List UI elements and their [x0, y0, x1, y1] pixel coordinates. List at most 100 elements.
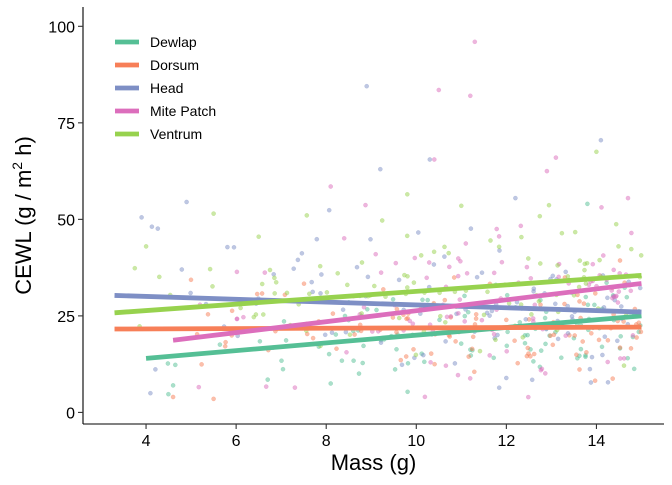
data-point — [301, 281, 307, 287]
data-point — [578, 346, 584, 352]
data-point — [378, 270, 384, 275]
data-point — [479, 317, 485, 323]
data-point — [393, 260, 399, 266]
data-point — [499, 259, 505, 265]
data-point — [528, 353, 533, 359]
data-point — [153, 367, 158, 372]
data-point — [525, 256, 531, 261]
data-point — [398, 357, 404, 363]
data-point — [412, 255, 418, 261]
data-point — [318, 291, 323, 296]
data-point — [222, 343, 228, 349]
data-point — [334, 346, 339, 352]
data-point — [474, 274, 480, 280]
axes: 4 6 8 10 12 14 0 25 50 75 100 Mass (g) CEWL (g / m2 … — [9, 7, 664, 475]
data-point — [272, 275, 277, 281]
data-point — [599, 205, 604, 210]
data-point — [529, 377, 535, 383]
data-point — [467, 376, 473, 381]
data-point — [537, 213, 543, 219]
data-point — [592, 302, 597, 308]
data-point — [485, 289, 490, 295]
legend-label: Mite Patch — [150, 103, 216, 119]
data-point — [531, 289, 536, 294]
data-point — [522, 340, 528, 346]
data-point — [436, 87, 442, 93]
data-point — [265, 377, 271, 382]
y-axis-title-part: CEWL (g / m — [11, 170, 36, 295]
data-point — [451, 275, 457, 280]
data-point — [432, 361, 437, 367]
data-point — [234, 269, 240, 275]
data-point — [179, 267, 185, 272]
data-point — [503, 375, 509, 381]
data-point — [611, 267, 617, 273]
data-point — [614, 293, 619, 299]
data-point — [407, 318, 413, 324]
data-point — [617, 356, 623, 361]
data-point — [525, 394, 531, 400]
data-point — [456, 310, 461, 316]
data-point — [563, 333, 569, 339]
data-point — [422, 394, 428, 400]
data-point — [503, 317, 509, 323]
data-point — [624, 294, 630, 300]
data-point — [314, 236, 320, 242]
data-point — [518, 223, 524, 229]
data-point — [428, 359, 433, 365]
data-point — [637, 285, 643, 291]
data-point — [405, 389, 410, 395]
data-point — [618, 304, 624, 309]
data-point — [592, 291, 598, 296]
data-point — [199, 362, 204, 367]
data-point — [149, 224, 155, 230]
data-point — [458, 341, 464, 346]
data-point — [584, 350, 589, 355]
data-point — [581, 301, 587, 306]
data-point — [259, 291, 265, 296]
data-point — [457, 297, 463, 302]
data-point — [462, 293, 467, 299]
data-point — [462, 313, 468, 319]
data-point — [585, 201, 590, 207]
data-point — [543, 341, 548, 347]
data-point — [143, 244, 149, 249]
data-point — [504, 292, 510, 298]
data-point — [594, 149, 599, 155]
data-point — [394, 346, 399, 352]
data-point — [360, 360, 366, 366]
legend: Dewlap Dorsum Head Mite Patch Ventrum — [115, 34, 216, 142]
data-point — [471, 369, 477, 375]
data-point — [420, 297, 425, 303]
data-point — [442, 297, 448, 303]
data-point — [241, 314, 246, 320]
data-point — [211, 396, 216, 402]
data-point — [491, 331, 497, 337]
data-point — [257, 338, 263, 344]
data-point — [330, 311, 336, 316]
data-point — [481, 312, 487, 318]
y-tick-label: 25 — [57, 309, 75, 326]
data-point — [614, 338, 620, 344]
data-point — [404, 285, 410, 290]
legend-label: Ventrum — [150, 126, 202, 142]
data-point — [452, 361, 458, 366]
data-point — [291, 266, 297, 272]
data-point — [596, 337, 602, 343]
data-point — [304, 213, 310, 218]
data-point — [446, 264, 452, 270]
data-point — [590, 261, 596, 267]
data-point — [555, 336, 561, 342]
data-point — [465, 309, 471, 315]
data-point — [628, 288, 634, 294]
trend-line-ventrum — [114, 272, 642, 316]
data-point — [515, 360, 521, 366]
data-point — [616, 289, 622, 294]
data-point — [555, 263, 560, 268]
data-point — [531, 351, 537, 357]
data-point — [565, 274, 571, 279]
data-point — [550, 342, 556, 348]
data-point — [583, 281, 589, 286]
data-point — [628, 246, 634, 252]
